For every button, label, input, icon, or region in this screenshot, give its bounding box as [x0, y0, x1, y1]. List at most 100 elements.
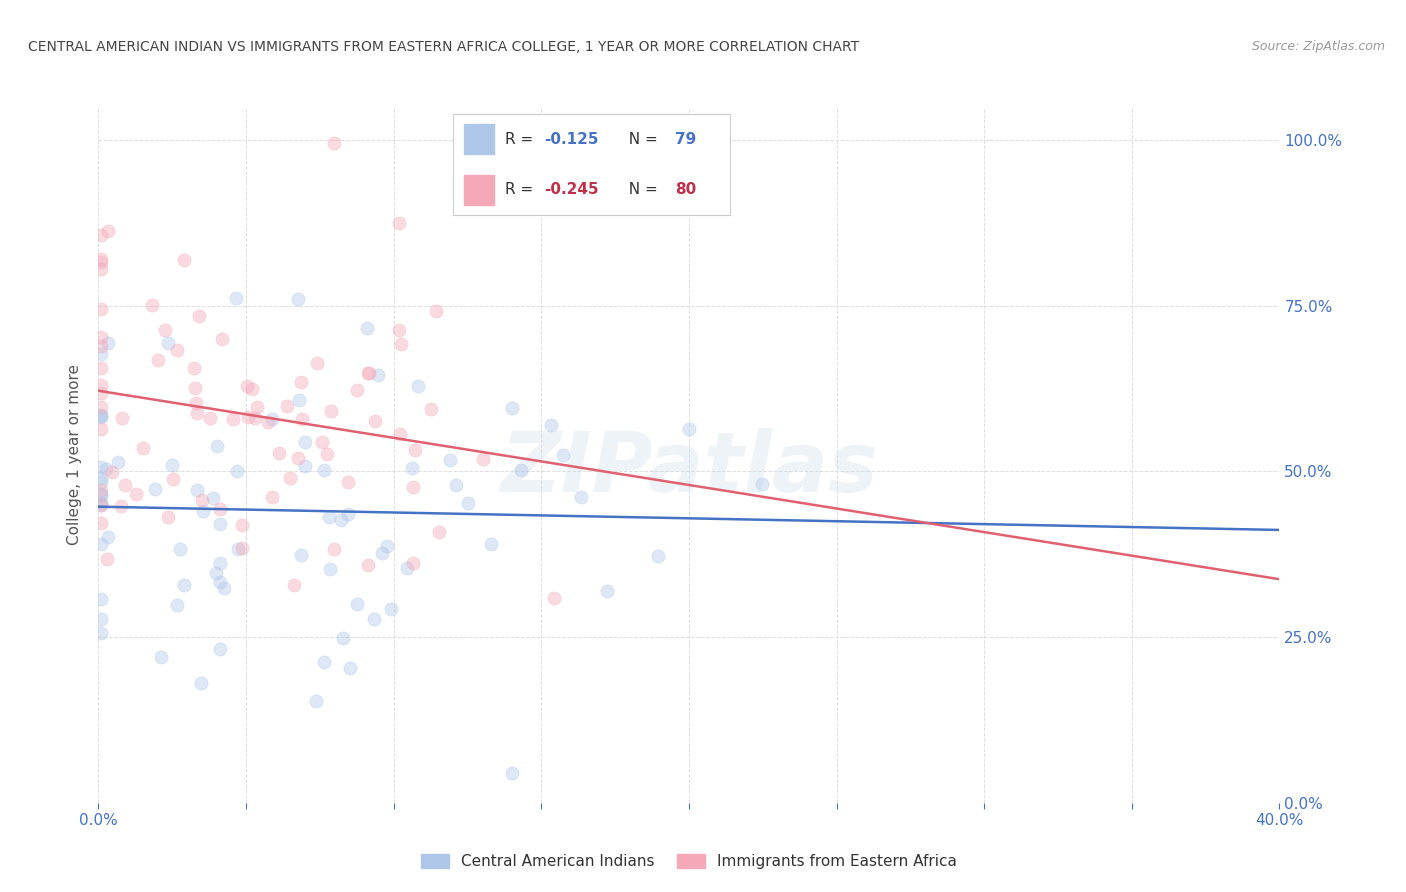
Point — [90, 227, 112, 242]
Point — [375, 539, 398, 553]
Point — [90, 330, 112, 344]
Point — [191, 504, 214, 518]
Point — [90, 302, 112, 317]
Point — [276, 400, 298, 414]
Point — [337, 507, 360, 521]
Point — [90, 498, 112, 512]
Point — [90, 361, 112, 376]
Point — [94, 462, 117, 476]
Point — [319, 404, 342, 418]
Point — [183, 361, 205, 376]
Point — [257, 416, 280, 430]
Point — [314, 655, 336, 669]
Point — [97, 530, 120, 544]
Point — [141, 298, 163, 312]
Point — [380, 602, 402, 616]
Point — [319, 562, 342, 576]
Point — [226, 464, 249, 478]
Point — [191, 492, 214, 507]
Point — [90, 475, 112, 489]
Point — [288, 392, 311, 407]
Point — [198, 410, 221, 425]
Point — [187, 309, 209, 323]
Point — [205, 439, 228, 453]
Point — [305, 356, 328, 370]
Point — [318, 510, 340, 524]
Text: Source: ZipAtlas.com: Source: ZipAtlas.com — [1251, 40, 1385, 54]
Point — [90, 400, 112, 414]
Point — [457, 495, 479, 509]
Point — [107, 455, 129, 469]
Point — [396, 561, 419, 575]
Point — [240, 382, 263, 396]
Point — [90, 487, 112, 501]
Point — [184, 381, 207, 395]
Point — [553, 448, 575, 462]
Point — [420, 402, 443, 417]
Point — [337, 475, 360, 489]
Point — [479, 536, 502, 550]
Point — [678, 422, 700, 436]
Point — [543, 591, 565, 605]
Point — [305, 694, 328, 708]
Point — [143, 482, 166, 496]
Point — [214, 581, 236, 595]
Point — [97, 223, 120, 237]
Point — [290, 376, 312, 390]
Point — [209, 501, 232, 516]
Point — [389, 337, 412, 351]
Point — [363, 612, 385, 626]
Point — [287, 450, 309, 465]
Point — [401, 461, 423, 475]
Point — [540, 417, 562, 432]
Point — [125, 487, 148, 501]
Point — [290, 549, 312, 563]
Point — [90, 408, 112, 422]
Point — [114, 478, 136, 492]
Point — [406, 379, 429, 393]
Point — [225, 291, 247, 305]
Point — [501, 766, 523, 780]
Point — [90, 385, 112, 400]
Point — [90, 483, 112, 498]
Point — [90, 421, 112, 435]
Point — [90, 377, 112, 392]
Point — [246, 400, 269, 414]
Point — [222, 412, 245, 426]
Point — [111, 410, 134, 425]
Point — [208, 574, 231, 589]
Point — [595, 583, 617, 598]
Point — [173, 253, 195, 268]
Point — [231, 541, 253, 556]
Point — [357, 366, 380, 380]
Point — [280, 471, 302, 485]
Point — [211, 333, 233, 347]
Point — [472, 452, 495, 467]
Point — [402, 480, 425, 494]
Point — [647, 549, 669, 563]
Point — [357, 366, 380, 380]
Point — [427, 524, 450, 539]
Point — [208, 642, 231, 657]
Point — [323, 136, 346, 151]
Point — [501, 401, 523, 415]
Point — [169, 541, 191, 556]
Point — [149, 649, 172, 664]
Point — [751, 477, 773, 491]
Point — [90, 537, 112, 551]
Point — [190, 675, 212, 690]
Point — [267, 446, 290, 460]
Point — [226, 542, 249, 557]
Point — [509, 463, 531, 477]
Point — [371, 545, 394, 559]
Point — [243, 410, 266, 425]
Point — [346, 383, 368, 397]
Point — [357, 558, 380, 573]
Point — [157, 336, 180, 351]
Point — [404, 442, 426, 457]
Point — [262, 490, 284, 504]
Point — [186, 483, 208, 497]
Point — [402, 556, 425, 570]
Point — [311, 434, 333, 449]
Point — [388, 216, 411, 230]
